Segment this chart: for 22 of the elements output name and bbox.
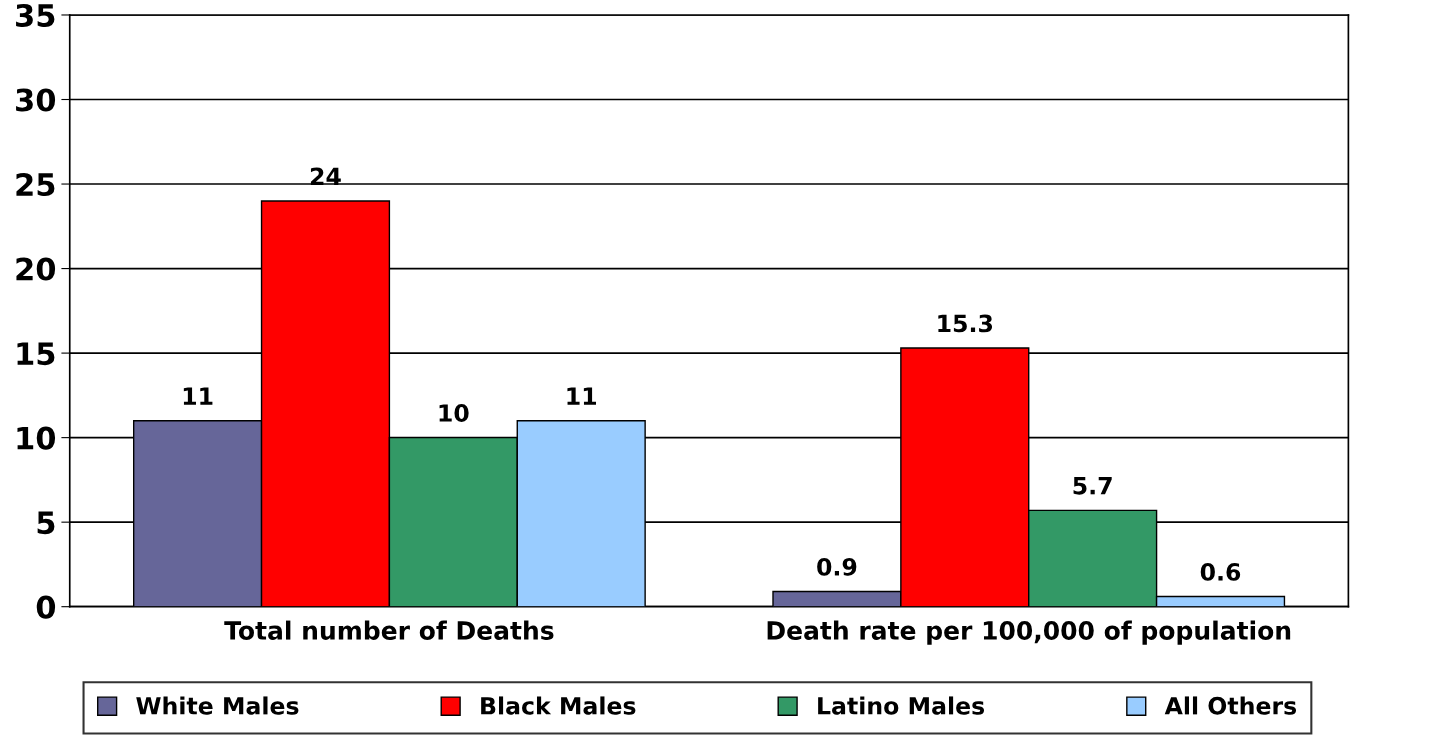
y-tick-label: 0 xyxy=(36,595,56,619)
legend-label: Black Males xyxy=(481,696,636,715)
legend-label: White Males xyxy=(136,696,299,715)
y-tick-label: 30 xyxy=(16,88,56,112)
legend-label: Latino Males xyxy=(818,696,985,715)
data-label: 15.3 xyxy=(938,314,993,333)
x-tick-label: Death rate per 100,000 of population xyxy=(767,620,1291,645)
data-label: 11 xyxy=(183,387,213,405)
data-label: 0.9 xyxy=(817,557,857,576)
y-tick-label: 10 xyxy=(17,426,56,450)
y-tick-label: 25 xyxy=(16,172,55,197)
y-tick-label: 35 xyxy=(16,3,55,28)
y-tick-label: 15 xyxy=(17,342,55,366)
x-tick-label: Total number of Deaths xyxy=(224,620,554,640)
legend-label: All Others xyxy=(1164,696,1297,715)
data-label: 24 xyxy=(310,167,341,185)
data-label: 11 xyxy=(567,387,597,405)
data-label: 0.6 xyxy=(1200,563,1241,581)
data-label: 5.7 xyxy=(1073,477,1112,495)
data-label: 10 xyxy=(439,404,469,422)
y-tick-label: 5 xyxy=(37,511,55,535)
y-tick-label: 20 xyxy=(16,257,56,281)
